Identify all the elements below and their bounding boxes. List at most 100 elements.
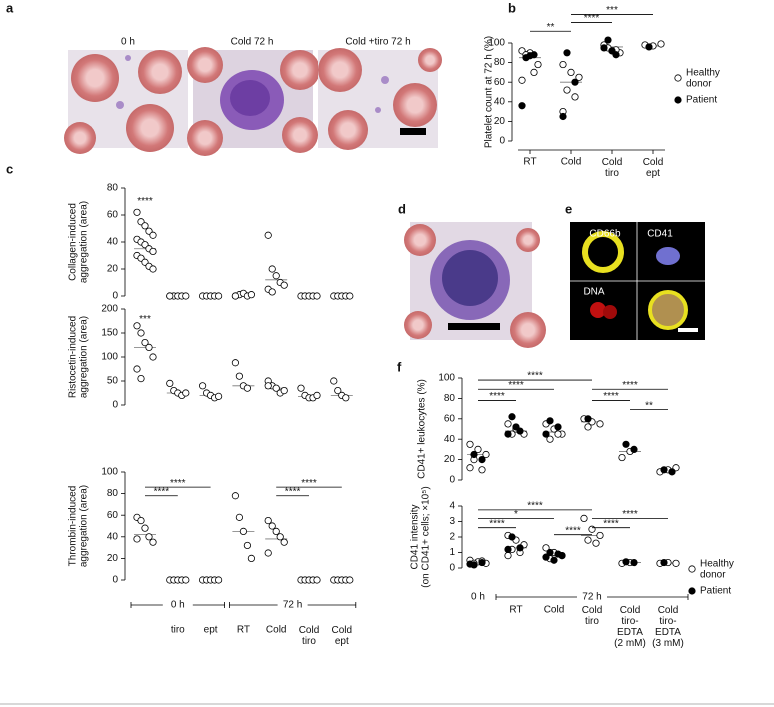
data-point — [145, 533, 153, 541]
panel-label: f — [397, 359, 402, 374]
y-axis-label: Collagen-inducedaggregation (area) — [67, 201, 89, 283]
data-point — [272, 527, 280, 536]
data-point — [512, 423, 520, 431]
data-point — [149, 538, 157, 546]
data-point — [559, 112, 567, 121]
data-point — [313, 576, 321, 584]
y-axis-label: Platelet count at 72 h (%) — [484, 36, 495, 148]
data-point — [141, 338, 149, 347]
data-point — [550, 556, 558, 564]
y-tick-label: 20 — [444, 454, 456, 465]
legend-marker — [688, 565, 696, 573]
y-tick-label: 150 — [101, 328, 118, 339]
data-point — [199, 382, 207, 390]
data-point — [268, 265, 276, 273]
data-point — [280, 538, 288, 546]
data-point — [137, 516, 145, 525]
legend-marker — [688, 587, 696, 595]
data-point — [558, 551, 566, 560]
data-point — [672, 559, 680, 567]
x-tick-label: RT — [237, 625, 250, 636]
significance-label: *** — [606, 5, 618, 16]
data-point — [133, 535, 141, 543]
data-point — [546, 548, 554, 557]
data-point — [268, 288, 276, 296]
data-point — [346, 292, 354, 300]
data-point — [563, 49, 571, 57]
data-point — [243, 384, 251, 392]
y-tick-label: 60 — [494, 77, 506, 88]
y-tick-label: 20 — [494, 116, 506, 127]
data-point — [235, 372, 243, 380]
data-point — [622, 440, 630, 448]
data-point — [280, 386, 288, 395]
channel-label: CD41 — [647, 229, 673, 240]
data-point — [584, 536, 592, 544]
data-point — [478, 466, 486, 474]
x-tick-label: Cold — [561, 157, 582, 168]
y-tick-label: 100 — [101, 467, 118, 478]
y-tick-label: 40 — [107, 237, 119, 248]
data-point — [645, 43, 653, 51]
data-point — [563, 86, 571, 94]
y-tick-label: 40 — [494, 96, 506, 107]
channel-label: DNA — [583, 287, 604, 298]
data-point — [575, 73, 583, 81]
x-tick-label: Cold — [266, 625, 287, 636]
image-caption: 0 h — [121, 37, 135, 48]
micrograph — [187, 47, 320, 156]
data-point — [133, 365, 141, 373]
data-point — [608, 47, 616, 55]
data-point — [554, 430, 562, 438]
legend-label: Patient — [686, 95, 717, 106]
data-point — [618, 453, 626, 462]
data-point — [272, 272, 280, 280]
significance-label: **** — [154, 486, 170, 497]
data-point — [342, 394, 350, 402]
data-point — [272, 384, 280, 392]
y-tick-label: 80 — [444, 393, 456, 404]
data-point — [588, 525, 596, 533]
data-point — [137, 374, 145, 383]
y-tick-label: 100 — [101, 352, 118, 363]
data-point — [546, 417, 554, 425]
significance-label: **** — [489, 518, 505, 529]
data-point — [280, 281, 288, 289]
significance-label: **** — [489, 391, 505, 402]
data-point — [668, 468, 676, 476]
data-point — [596, 420, 604, 428]
legend-label: Healthy donor — [700, 558, 734, 580]
data-point — [600, 44, 608, 52]
significance-label: **** — [603, 391, 619, 402]
x-tick-label: RT — [523, 157, 536, 168]
y-tick-label: 40 — [444, 434, 456, 445]
data-point — [215, 576, 223, 584]
significance-label: ** — [645, 400, 653, 411]
data-point — [141, 222, 149, 230]
data-point — [466, 464, 474, 472]
data-point — [297, 384, 305, 392]
y-axis-label: CD41 intensity(on CD41+ cells; ×10⁵) — [409, 486, 431, 587]
y-tick-label: 0 — [499, 136, 505, 147]
data-point — [149, 247, 157, 256]
data-point — [478, 455, 486, 464]
data-point — [482, 450, 490, 459]
significance-label: **** — [170, 478, 186, 489]
data-point — [508, 533, 516, 541]
channel-label: CD66b — [589, 229, 621, 240]
x-tick-label: Cold tiro-EDTA (3 mM) — [652, 605, 684, 649]
image-caption: Cold 72 h — [231, 37, 274, 48]
y-tick-label: 100 — [488, 38, 505, 49]
y-tick-label: 0 — [112, 291, 118, 302]
data-point — [215, 292, 223, 300]
x-tick-label: Cold ept — [332, 625, 353, 647]
group-label: 72 h — [283, 600, 302, 611]
data-point — [470, 450, 478, 459]
data-point — [630, 445, 638, 453]
y-tick-label: 20 — [107, 553, 119, 564]
data-point — [239, 527, 247, 536]
micrograph — [318, 48, 442, 150]
x-tick-label: ept — [204, 625, 218, 636]
data-point — [182, 389, 190, 397]
legend-marker — [674, 74, 682, 82]
